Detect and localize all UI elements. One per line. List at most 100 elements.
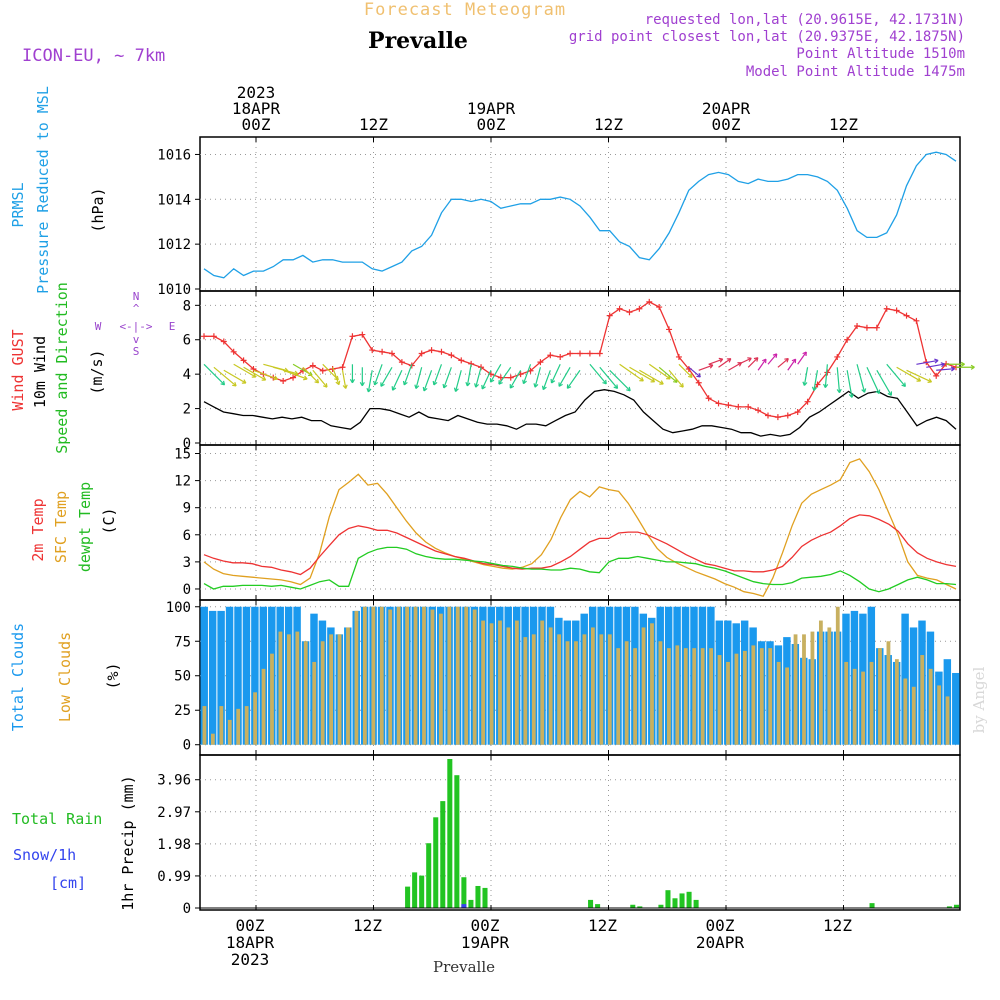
wind-direction-arrow (639, 369, 664, 385)
wind-arrow-head (489, 378, 495, 383)
wind-arrow-head (791, 358, 797, 364)
wind-arrow-head (273, 375, 278, 381)
wind-arrow-head (811, 386, 817, 391)
wind-direction-arrow (403, 364, 413, 386)
low-cloud-bar (227, 719, 232, 745)
wind-arrow-head (726, 358, 732, 363)
wind-arrow-head (359, 382, 365, 387)
wind-direction-arrow (415, 367, 423, 389)
low-cloud-bar (793, 634, 798, 745)
page-title: Prevalle (368, 28, 468, 54)
gust-marker (715, 400, 722, 407)
wind-arrow-head (422, 386, 428, 392)
low-cloud-bar (692, 648, 697, 745)
wind-arrow-head (414, 384, 420, 389)
prmsl-line (203, 151, 957, 279)
low-cloud-bar (261, 668, 266, 745)
wind-direction-arrow (698, 364, 714, 371)
wind-arrow-head (442, 383, 448, 389)
gust-marker (567, 350, 574, 357)
rain-bar (679, 893, 685, 908)
wind-direction-arrow (282, 369, 308, 380)
prmsl-unit: (hPa) (89, 187, 107, 232)
low-cloud-bar (785, 667, 789, 745)
wind-arrow-head (650, 377, 656, 383)
y-tick-label: 0.99 (157, 869, 191, 885)
wind-direction-arrow (558, 366, 571, 387)
gust-marker (210, 333, 217, 340)
low-cloud-bar (337, 634, 342, 745)
wind-arrow-head (432, 380, 438, 386)
y-tick-label: 0 (183, 738, 191, 754)
gust-marker (873, 324, 880, 331)
gust-marker (794, 409, 801, 416)
low-cloud-bar (582, 634, 587, 745)
gust-marker (547, 352, 554, 359)
low-cloud-bar (447, 606, 452, 745)
low-cloud-bar (498, 620, 502, 745)
wind-arrow-head (927, 378, 933, 383)
top-time-label: 20APR (702, 99, 751, 118)
total-cloud-bar (952, 672, 960, 745)
gust-marker (290, 374, 297, 381)
wind-arrow-head (541, 385, 547, 391)
rain-bar (426, 843, 432, 908)
wind-arrow-head (762, 358, 767, 364)
bottom-time-label: 00Z (706, 916, 735, 935)
low-cloud-bar (650, 623, 654, 745)
low-cloud-bar (641, 627, 646, 745)
wind-arrow-head (696, 372, 701, 378)
low-cloud-bar (666, 648, 671, 745)
wind-direction-arrow (668, 369, 684, 388)
bottom-time-label: 00Z (471, 916, 500, 935)
gust-marker (537, 359, 544, 366)
wind-direction-arrow (550, 364, 561, 384)
wind-arrow-head (366, 387, 372, 393)
rain-bar (454, 775, 460, 908)
wind-speed-line (203, 389, 957, 437)
wind-direction-arrow (787, 358, 797, 371)
wind-arrow-head (679, 383, 684, 388)
wind-dir-label: Speed and Direction (53, 282, 71, 454)
low-cloud-bar (270, 653, 274, 745)
gust-marker (765, 412, 771, 419)
wind-direction-arrow (906, 369, 932, 383)
wind-arrow-head (566, 384, 572, 389)
rain-bar (468, 899, 474, 908)
low-cloud-bar (590, 627, 595, 745)
low-cloud-bar (742, 650, 747, 745)
low-clouds-label: Low Clouds (56, 632, 74, 722)
wind-direction-arrow (896, 366, 921, 382)
y-tick-label: 1.98 (157, 837, 191, 853)
info-requested: requested lon,lat (20.9615E, 42.1731N) (645, 12, 965, 28)
wind-arrow-head (261, 376, 267, 381)
y-tick-label: 1016 (157, 147, 191, 163)
top-time-label: 2023 (237, 83, 276, 102)
wind-arrow-head (836, 388, 842, 394)
panel-temperature: 0 3 6 9 12 15 (174, 444, 961, 601)
low-cloud-bar (362, 606, 367, 745)
y-tick-label: 9 (183, 501, 191, 517)
low-cloud-bar (658, 641, 663, 745)
low-cloud-bar (751, 645, 756, 745)
wind-direction-arrow (392, 370, 403, 391)
gust-marker (250, 366, 257, 372)
low-cloud-bar (844, 661, 849, 745)
wind-arrow-head (232, 381, 237, 387)
wind-arrow-head (718, 357, 724, 363)
low-cloud-bar (818, 620, 823, 745)
wind-direction-arrow (738, 357, 752, 365)
low-cloud-bar (835, 606, 840, 745)
wind-direction-arrow (233, 363, 257, 378)
low-cloud-bar (768, 648, 773, 745)
wind-direction-arrow (509, 369, 522, 389)
y-tick-label: 2.97 (157, 805, 191, 821)
gust-marker (784, 412, 791, 419)
low-cloud-bar (506, 627, 511, 745)
bottom-time-label: 2023 (231, 950, 270, 969)
temp2m-line (203, 514, 957, 576)
wind-direction-arrow (824, 364, 828, 388)
gust-marker (379, 348, 386, 355)
wind-arrow-head (802, 381, 808, 386)
info-point-altitude: Point Altitude 1510m (796, 46, 965, 62)
